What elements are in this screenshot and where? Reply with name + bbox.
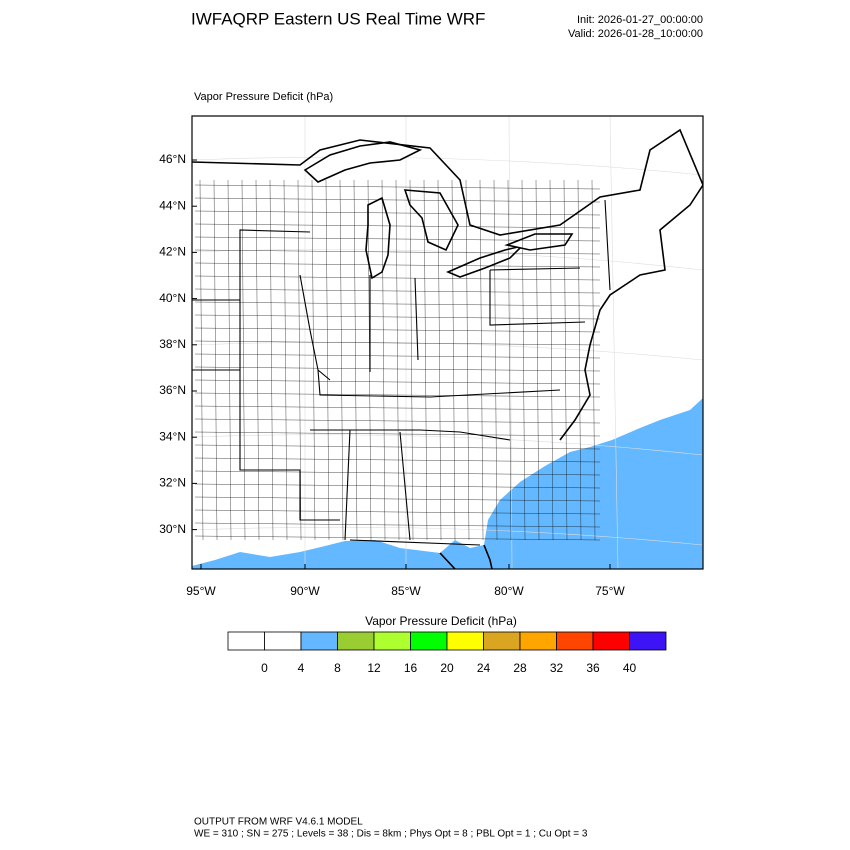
lat-label: 32°N (159, 476, 186, 490)
colorbar-label: 28 (513, 661, 527, 675)
lat-label: 30°N (159, 522, 186, 536)
colorbar-box (373, 631, 411, 651)
colorbar-box (227, 631, 265, 651)
colorbar-label: 32 (550, 661, 564, 675)
colorbar-label: 16 (404, 661, 418, 675)
colorbar-box (556, 631, 594, 651)
county-lines (194, 179, 601, 541)
lon-label: 95°W (186, 584, 216, 598)
map-frame (191, 115, 704, 570)
colorbar-label: 20 (440, 661, 454, 675)
lat-label: 44°N (159, 198, 186, 212)
colorbar-box (264, 631, 302, 651)
lon-labels: 95°W 90°W 85°W 80°W 75°W (186, 564, 625, 598)
great-lakes (303, 141, 574, 280)
map (191, 115, 704, 570)
valid-time: Valid: 2026-01-28_10:00:00 (568, 28, 703, 40)
lon-label: 75°W (595, 584, 625, 598)
colorbar-box (592, 631, 630, 651)
colorbar-label: 8 (334, 661, 341, 675)
colorbar-box (519, 631, 557, 651)
lat-label: 40°N (159, 291, 186, 305)
map-title: Vapor Pressure Deficit (hPa) (194, 91, 333, 103)
lat-label: 36°N (159, 383, 186, 397)
lat-label: 42°N (159, 245, 186, 259)
colorbar-box (410, 631, 448, 651)
colorbar: 0 4 8 12 16 20 24 28 32 36 40 (227, 631, 667, 675)
lat-label: 46°N (159, 152, 186, 166)
footer-line1: OUTPUT FROM WRF V4.6.1 MODEL (194, 817, 363, 828)
colorbar-label: 0 (261, 661, 268, 675)
colorbar-box (300, 631, 338, 651)
colorbar-label: 40 (623, 661, 637, 675)
lat-label: 38°N (159, 337, 186, 351)
page-title: IWFAQRP Eastern US Real Time WRF (191, 9, 485, 28)
colorbar-label: 12 (367, 661, 381, 675)
colorbar-title: Vapor Pressure Deficit (hPa) (365, 614, 517, 628)
colorbar-box (629, 631, 667, 651)
lon-label: 85°W (391, 584, 421, 598)
colorbar-box (483, 631, 521, 651)
borders (192, 128, 703, 569)
county-grid (194, 179, 601, 541)
ocean (192, 398, 703, 569)
init-time: Init: 2026-01-27_00:00:00 (577, 14, 703, 26)
colorbar-box (337, 631, 375, 651)
graticule (192, 116, 703, 569)
lat-labels: 46°N 44°N 42°N 40°N 38°N 36°N 34°N 32°N 30°N (159, 152, 197, 536)
colorbar-box (446, 631, 484, 651)
colorbar-label: 4 (298, 661, 305, 675)
colorbar-label: 24 (477, 661, 491, 675)
colorbar-label: 36 (586, 661, 600, 675)
footer-line2: WE = 310 ; SN = 275 ; Levels = 38 ; Dis … (194, 829, 588, 840)
lat-label: 34°N (159, 429, 186, 443)
lon-label: 90°W (290, 584, 320, 598)
lon-label: 80°W (494, 584, 524, 598)
